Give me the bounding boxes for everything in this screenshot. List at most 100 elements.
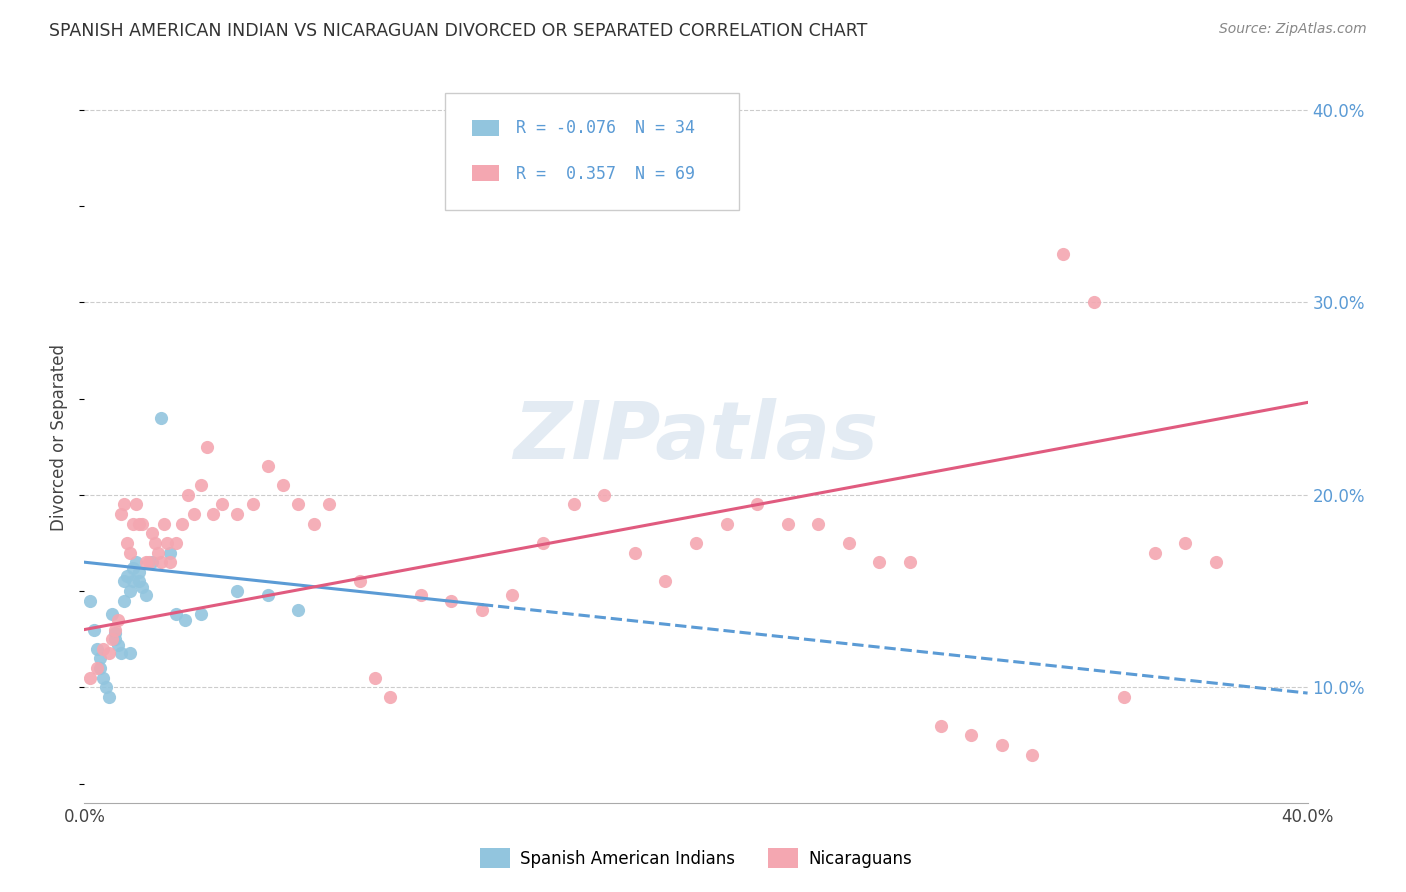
Point [97,690,120,704]
Point [101,632,124,647]
Point [112,574,135,589]
Point [929,719,952,733]
Text: R =  0.357: R = 0.357 [516,165,616,183]
Point [115,536,138,550]
Point [165,607,187,622]
Point [257,458,280,473]
Point [226,507,249,521]
Point [112,593,135,607]
Text: SPANISH AMERICAN INDIAN VS NICARAGUAN DIVORCED OR SEPARATED CORRELATION CHART: SPANISH AMERICAN INDIAN VS NICARAGUAN DI… [49,22,868,40]
Point [125,555,148,569]
Point [153,516,176,531]
Point [502,588,524,602]
Point [1083,295,1105,310]
Point [89,661,111,675]
Point [1143,545,1166,559]
Point [107,613,129,627]
Point [122,574,145,589]
Legend: Spanish American Indians, Nicaraguans: Spanish American Indians, Nicaraguans [474,841,918,875]
Point [960,728,983,742]
Point [128,574,150,589]
Point [128,516,150,531]
Text: R = -0.076: R = -0.076 [516,120,616,137]
Point [141,526,163,541]
Point [226,584,249,599]
Point [120,646,142,660]
Point [107,638,129,652]
Point [141,555,163,569]
Point [149,555,172,569]
Point [120,584,142,599]
Point [271,478,294,492]
Point [190,478,212,492]
Point [122,561,145,575]
Point [104,623,127,637]
Point [257,588,280,602]
Point [869,555,891,569]
Point [104,632,127,647]
Point [593,488,616,502]
Point [776,516,799,531]
Point [131,516,153,531]
Point [146,545,169,559]
Point [79,671,101,685]
Point [86,641,108,656]
Point [654,574,676,589]
Point [1052,247,1074,261]
Point [165,536,187,550]
Text: Source: ZipAtlas.com: Source: ZipAtlas.com [1219,22,1367,37]
Point [302,516,325,531]
Point [149,410,172,425]
Point [110,646,132,660]
Point [440,593,463,607]
Point [174,613,197,627]
Point [86,661,108,675]
Point [183,507,205,521]
Point [115,568,138,582]
Point [716,516,738,531]
Point [409,588,432,602]
Point [898,555,921,569]
Text: N = 69: N = 69 [636,165,695,183]
FancyBboxPatch shape [472,120,499,136]
Point [94,681,117,695]
Point [159,545,181,559]
Point [1021,747,1043,762]
Point [131,580,153,594]
Point [91,641,114,656]
Point [838,536,860,550]
Point [101,607,124,622]
Point [364,671,387,685]
Point [156,536,179,550]
Point [287,603,309,617]
Point [112,498,135,512]
Point [122,516,145,531]
FancyBboxPatch shape [446,94,738,211]
Point [135,555,157,569]
Point [125,498,148,512]
Point [1114,690,1136,704]
Point [242,498,264,512]
Point [177,488,200,502]
Point [195,440,218,454]
Point [190,607,212,622]
Point [471,603,494,617]
Point [747,498,769,512]
Point [89,651,111,665]
Point [349,574,371,589]
Text: N = 34: N = 34 [636,120,695,137]
Point [172,516,194,531]
Point [211,498,233,512]
Point [79,593,101,607]
Point [318,498,340,512]
Point [1205,555,1227,569]
Point [104,626,127,640]
Point [531,536,554,550]
Point [991,738,1014,752]
Point [83,623,105,637]
FancyBboxPatch shape [472,165,499,181]
Point [624,545,647,559]
Point [562,498,585,512]
Point [138,555,160,569]
Point [120,545,142,559]
